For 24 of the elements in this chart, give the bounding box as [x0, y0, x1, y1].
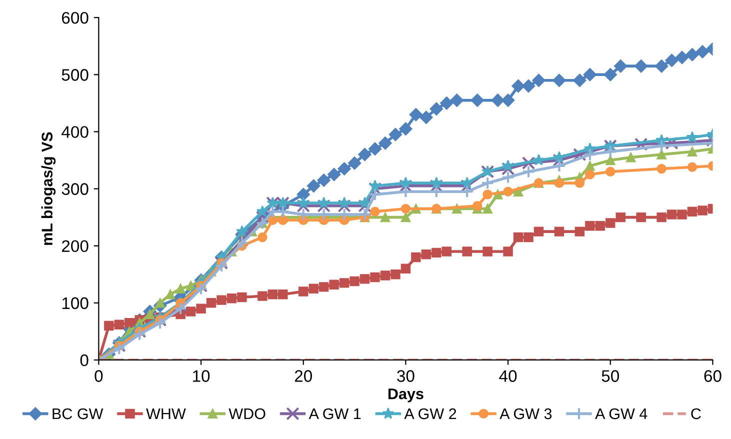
y-tick-label: 600 [62, 12, 88, 24]
x-tick-label: 30 [397, 370, 414, 382]
x-tick-label: 0 [94, 370, 103, 382]
x-tick-label: 60 [704, 370, 722, 382]
x-tick-label: 10 [193, 370, 210, 382]
y-axis-title: mL biogas/g VS [41, 132, 56, 245]
y-tick-label: 100 [62, 297, 88, 310]
legend-label: WDO [228, 408, 266, 420]
y-tick-label: 400 [62, 126, 88, 138]
y-tick-label: 200 [62, 240, 88, 252]
x-tick-label: 50 [602, 370, 620, 382]
y-tick-label: 500 [62, 69, 88, 81]
x-tick-label: 20 [294, 370, 312, 382]
legend-label: A GW 1 [308, 408, 361, 420]
legend-label: BC GW [52, 408, 104, 420]
legend-label: C [691, 408, 701, 420]
legend-label: A GW 2 [404, 408, 456, 420]
x-axis-title: Days [388, 388, 424, 402]
x-tick-label: 40 [499, 370, 517, 382]
y-tick-label: 300 [62, 183, 88, 195]
legend-label: A GW 4 [595, 408, 648, 420]
y-tick-label: 0 [80, 354, 88, 366]
legend-label: A GW 3 [500, 408, 552, 420]
legend-label: WHW [146, 408, 186, 420]
